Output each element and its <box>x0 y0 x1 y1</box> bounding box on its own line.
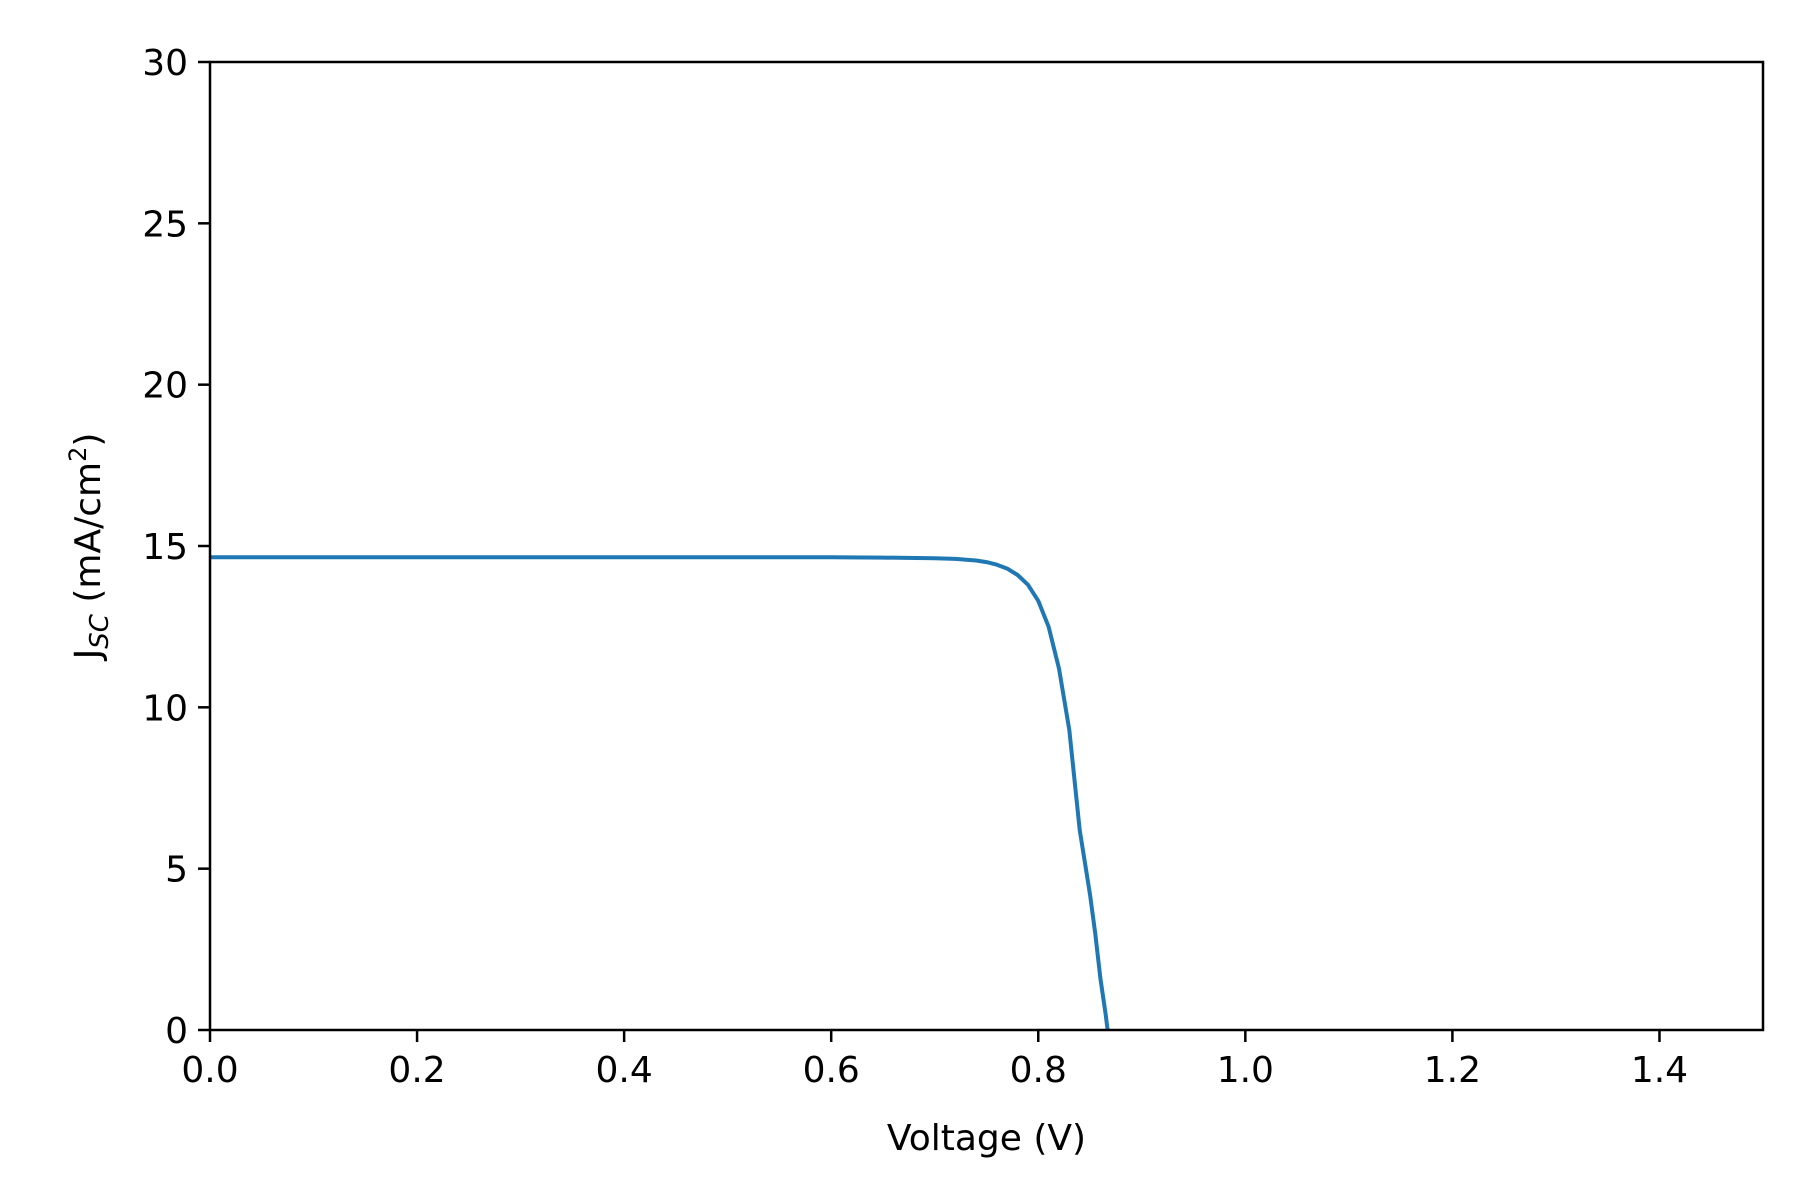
plot-frame <box>208 60 1765 1032</box>
x-tick-label: 0.4 <box>596 1050 653 1091</box>
y-tick-label: 0 <box>165 1011 188 1052</box>
series-layer <box>210 555 1110 1031</box>
x-axis-label: Voltage (V) <box>887 1118 1086 1159</box>
x-tick-label: 0.8 <box>1010 1050 1067 1091</box>
y-tick-label: 30 <box>142 43 188 84</box>
y-axis-label-superscript: 2 <box>64 447 92 462</box>
x-axis: 0.0 0.2 0.4 0.6 0.8 1.0 1.2 1.4 <box>181 1030 1688 1091</box>
y-tick-label: 5 <box>165 850 188 891</box>
y-tick-label: 20 <box>142 366 188 407</box>
x-tick-label: 1.4 <box>1631 1050 1688 1091</box>
x-tick-label: 0.0 <box>181 1050 238 1091</box>
y-axis-label: JSC (mA/cm2) <box>64 433 115 662</box>
y-axis: 0 5 10 15 20 25 30 <box>142 43 210 1052</box>
x-tick-label: 1.2 <box>1424 1050 1481 1091</box>
jv-series-line <box>210 555 1110 1031</box>
y-tick-label: 15 <box>142 527 188 568</box>
y-axis-label-subscript: SC <box>85 613 115 649</box>
x-tick-label: 0.6 <box>803 1050 860 1091</box>
y-tick-label: 25 <box>142 204 188 245</box>
y-tick-label: 10 <box>142 688 188 729</box>
x-tick-label: 0.2 <box>388 1050 445 1091</box>
y-axis-label-close: ) <box>68 433 109 447</box>
y-axis-label-main: J <box>68 649 109 662</box>
x-tick-label: 1.0 <box>1217 1050 1274 1091</box>
y-axis-label-unit: (mA/cm <box>68 462 109 614</box>
